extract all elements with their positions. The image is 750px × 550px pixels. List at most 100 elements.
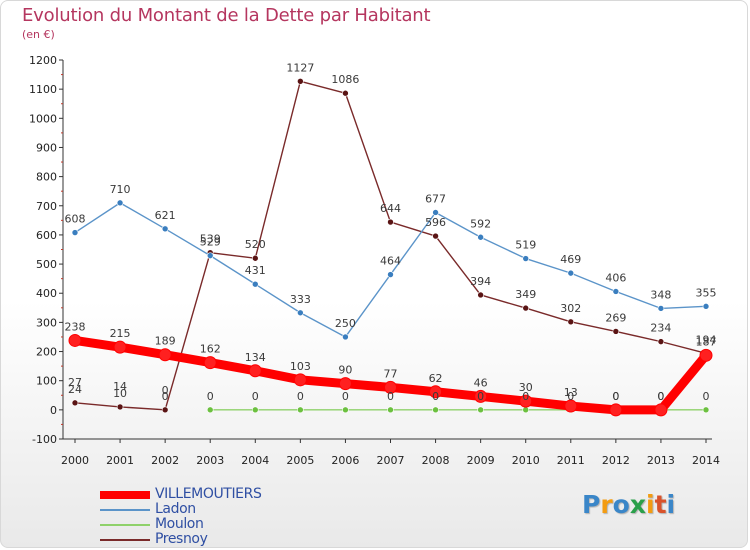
data-point-presnoy (71, 399, 79, 407)
data-label-moulon: 0 (432, 390, 439, 403)
legend-label-moulon: Moulon (155, 516, 204, 532)
data-point-moulon (297, 406, 304, 414)
data-point-ladon (432, 209, 439, 216)
data-point-presnoy (342, 89, 349, 97)
logo-letter: P (582, 490, 601, 519)
data-label-presnoy: 0 (162, 390, 169, 403)
x-tick-label: 2010 (512, 454, 540, 467)
x-tick-label: 2013 (647, 454, 675, 467)
data-label-villemoutiers: 62 (429, 372, 443, 385)
data-label-ladon: 710 (110, 183, 131, 196)
data-label-villemoutiers: 103 (290, 360, 311, 373)
y-tick-label: 900 (36, 141, 57, 154)
x-tick-label: 2002 (151, 454, 179, 467)
x-tick-label: 2000 (61, 454, 89, 467)
legend-label-villemoutiers: VILLEMOUTIERS (155, 486, 262, 502)
data-point-ladon (522, 255, 530, 262)
data-point-villemoutiers (699, 348, 713, 362)
data-label-villemoutiers: 77 (384, 367, 398, 380)
data-label-villemoutiers: 0 (657, 390, 664, 403)
y-tick-label: -100 (32, 433, 57, 446)
data-label-presnoy: 596 (425, 216, 446, 229)
data-point-presnoy (432, 232, 439, 240)
y-tick-label: 200 (36, 346, 57, 359)
data-label-moulon: 0 (703, 390, 710, 403)
data-label-moulon: 0 (387, 390, 394, 403)
data-label-villemoutiers: 134 (245, 351, 266, 364)
data-point-moulon (342, 406, 349, 414)
data-label-presnoy: 24 (68, 383, 82, 396)
data-label-villemoutiers: 162 (200, 343, 221, 356)
y-tick-label: 0 (50, 404, 57, 417)
data-label-presnoy: 349 (515, 288, 536, 301)
data-label-presnoy: 194 (696, 333, 717, 346)
data-point-villemoutiers (68, 333, 82, 347)
logo-letter: x (629, 490, 646, 519)
data-point-villemoutiers (113, 340, 127, 354)
data-point-presnoy (522, 304, 530, 312)
data-point-presnoy (116, 403, 124, 411)
legend-swatch-presnoy (100, 539, 150, 541)
y-tick-label: 800 (36, 171, 57, 184)
data-point-ladon (116, 199, 124, 207)
data-point-villemoutiers (384, 380, 397, 394)
data-label-presnoy: 234 (650, 322, 671, 335)
data-label-ladon: 608 (65, 213, 86, 226)
data-point-villemoutiers (474, 389, 488, 403)
data-point-presnoy (567, 318, 575, 326)
data-label-extra: 27 (68, 376, 82, 389)
data-label-ladon: 355 (696, 286, 717, 299)
data-label-ladon: 464 (380, 255, 401, 268)
chart-subtitle: (en €) (22, 28, 55, 41)
data-point-ladon (206, 252, 214, 259)
data-label-presnoy: 1127 (286, 61, 314, 74)
data-label-villemoutiers: 13 (564, 386, 578, 399)
data-label-presnoy: 394 (470, 275, 491, 288)
series-layer (68, 77, 713, 417)
data-label-moulon: 0 (342, 390, 349, 403)
data-point-villemoutiers (564, 399, 578, 413)
data-point-moulon (477, 406, 484, 414)
data-label-presnoy: 539 (200, 233, 221, 246)
data-label-ladon: 333 (290, 293, 311, 306)
data-point-villemoutiers (203, 356, 217, 370)
data-point-ladon (612, 288, 620, 295)
data-point-presnoy (477, 291, 484, 299)
data-point-ladon (567, 269, 575, 277)
data-label-ladon: 469 (560, 253, 581, 266)
logo-letter: r (600, 490, 613, 519)
legend-swatch-ladon (100, 509, 150, 511)
y-tick-label: 100 (36, 375, 57, 388)
data-point-moulon (206, 406, 214, 414)
data-label-ladon: 529 (200, 236, 221, 249)
data-point-ladon (387, 271, 394, 278)
logo-letter: t (654, 490, 667, 519)
data-label-ladon: 592 (470, 217, 491, 230)
data-point-villemoutiers (158, 348, 172, 362)
data-label-ladon: 406 (605, 271, 626, 284)
data-label-villemoutiers: 90 (338, 364, 352, 377)
data-label-ladon: 431 (245, 264, 266, 277)
data-point-ladon (251, 280, 259, 288)
series-line-presnoy (74, 80, 707, 411)
x-tick-label: 2011 (557, 454, 585, 467)
data-label-ladon: 250 (335, 317, 356, 330)
data-labels: 24 10 0 539 520 1127 1086 644 596 394 349 302 269 234… (65, 61, 717, 403)
data-label-villemoutiers: 0 (612, 390, 619, 403)
data-point-presnoy (297, 77, 304, 85)
data-label-moulon: 0 (657, 390, 664, 403)
data-point-moulon (251, 406, 259, 414)
data-label-presnoy: 520 (245, 238, 266, 251)
data-label-villemoutiers: 189 (155, 335, 176, 348)
y-tick-label: 600 (36, 229, 57, 242)
data-label-presnoy: 644 (380, 202, 401, 215)
proxiti-logo: Proxiti (582, 490, 675, 519)
data-label-villemoutiers: 215 (110, 327, 131, 340)
y-tick-label: 300 (36, 316, 57, 329)
data-label-villemoutiers: 30 (519, 381, 533, 394)
data-label-presnoy: 269 (605, 311, 626, 324)
data-label-moulon: 0 (297, 390, 304, 403)
logo-letter: i (666, 490, 676, 519)
